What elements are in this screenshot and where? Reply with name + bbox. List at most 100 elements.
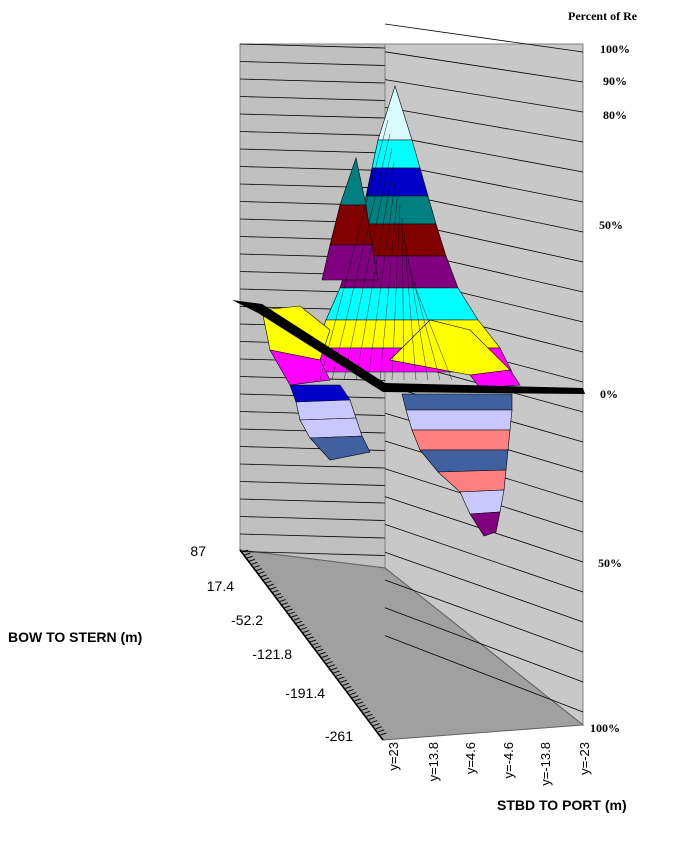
grid-line — [239, 131, 386, 136]
hatch-mark — [279, 599, 286, 603]
mesh-line — [407, 259, 441, 381]
hatch-mark — [319, 651, 326, 655]
hatch-mark — [288, 611, 296, 615]
mesh-line — [379, 189, 399, 381]
hatch-mark — [349, 692, 357, 696]
hatch-mark — [260, 574, 267, 578]
mesh-line — [367, 175, 397, 381]
mesh-line — [355, 161, 395, 381]
hatch-mark — [241, 549, 249, 553]
hatch-mark — [364, 710, 371, 714]
hatch-mark — [255, 568, 263, 572]
hatch-mark — [347, 689, 354, 692]
z-tick-label: 90% — [603, 74, 627, 88]
hatch-mark — [244, 552, 251, 556]
z-tick-label: 100% — [590, 721, 620, 735]
hatch-mark — [317, 648, 324, 652]
hatch-mark — [295, 620, 303, 624]
grid-line — [384, 579, 584, 653]
surface-band — [309, 435, 371, 461]
hatch-mark — [291, 614, 298, 618]
hatch-mark — [326, 661, 333, 665]
mesh-line — [391, 203, 401, 381]
hatch-mark — [345, 685, 352, 689]
hatch-mark — [270, 586, 277, 590]
mesh-line — [409, 273, 453, 381]
surface-band — [289, 384, 351, 403]
hatch-mark — [272, 589, 279, 593]
surface-band — [325, 287, 479, 321]
hatch-mark — [300, 627, 307, 630]
hatch-mark — [258, 571, 265, 575]
zero-plane-edge — [232, 300, 585, 394]
z-tick-label: 50% — [599, 218, 623, 232]
surface-band — [401, 393, 513, 411]
y-tick-label: -261 — [325, 728, 353, 744]
x-tick-label: y=-13.8 — [538, 742, 553, 786]
hatch-mark — [312, 642, 319, 646]
grid-line — [239, 113, 386, 119]
hatch-mark — [267, 583, 274, 587]
grid-line — [239, 96, 386, 101]
hatch-mark — [338, 676, 345, 680]
mesh-line — [401, 217, 405, 381]
hatch-mark — [328, 664, 336, 668]
grid-line — [239, 533, 386, 539]
hatch-mark — [286, 608, 293, 612]
mesh-line — [331, 133, 391, 381]
hatch-mark — [331, 667, 338, 671]
grid-line — [239, 516, 386, 521]
hatch-mark — [265, 580, 272, 584]
z-tick-label: 0% — [600, 387, 618, 401]
hatch-mark — [366, 713, 373, 717]
y-tick-label: -121.8 — [252, 646, 292, 662]
grid-line — [239, 61, 386, 66]
surface-band — [295, 399, 357, 421]
surface-band — [365, 167, 429, 197]
mesh-line — [405, 245, 429, 381]
hatch-mark — [321, 654, 329, 658]
hatch-mark — [361, 707, 368, 711]
mesh-line — [403, 231, 417, 381]
hatch-mark — [359, 704, 366, 708]
floor-edge — [239, 549, 384, 741]
hatch-mark — [352, 695, 359, 699]
y-tick-label: 87 — [190, 543, 206, 559]
x-tick-label: y=13.8 — [426, 742, 441, 781]
grid-line — [384, 635, 584, 713]
y-tick-label: -52.2 — [231, 612, 263, 628]
grid-line — [384, 524, 584, 593]
hatch-mark — [281, 602, 289, 606]
grid-line — [384, 79, 584, 113]
surface-band — [411, 429, 511, 451]
chart-title: Percent of Re — [568, 9, 638, 23]
hatch-mark — [335, 673, 343, 677]
hatch-mark — [263, 577, 270, 581]
z-tick-label: 80% — [603, 108, 627, 122]
x-axis-title: STBD TO PORT (m) — [497, 797, 627, 813]
hatch-mark — [246, 555, 253, 559]
z-tick-label: 50% — [598, 556, 622, 570]
grid-line — [239, 43, 386, 49]
hatch-mark — [357, 701, 364, 705]
grid-line — [239, 551, 386, 556]
hatch-mark — [373, 723, 380, 727]
grid-line — [384, 134, 584, 173]
grid-line — [239, 481, 386, 486]
hatch-mark — [305, 633, 312, 637]
hatch-mark — [340, 679, 347, 683]
grid-line — [384, 51, 584, 83]
grid-line — [384, 23, 584, 53]
hatch-mark — [368, 716, 376, 720]
mesh-line — [319, 119, 389, 381]
hatch-mark — [253, 565, 260, 568]
y-axis-title: BOW TO STERN (m) — [8, 629, 142, 645]
hatch-mark — [274, 592, 282, 596]
hatch-mark — [298, 623, 305, 627]
grid-line — [384, 607, 584, 683]
hatch-mark — [354, 698, 361, 702]
hatch-mark — [324, 658, 331, 661]
x-tick-label: y=-23 — [577, 742, 592, 775]
y-tick-label: 17.4 — [207, 578, 234, 594]
